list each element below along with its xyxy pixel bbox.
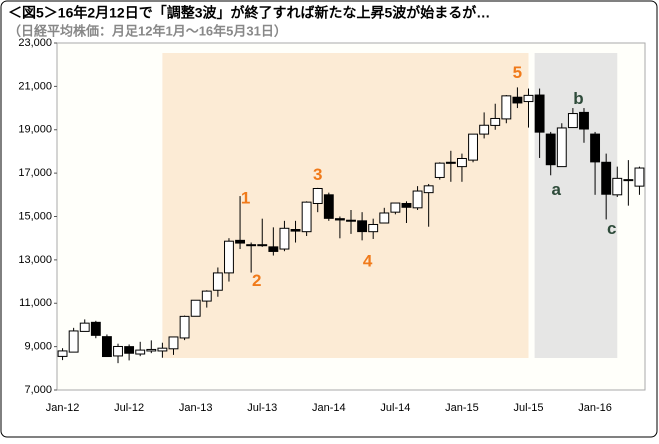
wave-region [534,53,618,358]
candle-body [556,127,567,168]
candle-body [190,299,201,317]
x-tick-label: Jul-15 [514,402,544,414]
y-tick-label: 21,000 [18,80,52,92]
candle-body [423,185,434,194]
y-tick-label: 23,000 [18,37,52,49]
candle-body [146,348,157,352]
y-tick-label: 9,000 [24,341,52,353]
candle-body [124,346,135,354]
x-tick-label: Jan-13 [179,402,213,414]
wave-label: c [607,219,616,238]
candle-body [79,322,90,332]
x-tick-label: Jan-16 [578,402,612,414]
candle-body [290,229,301,232]
candle-body [68,330,79,353]
candle-body [601,161,612,195]
candle-body [268,246,279,252]
y-tick-label: 19,000 [18,124,52,136]
candle-body [212,272,223,291]
candle-body [334,218,345,221]
candle-body [379,212,390,224]
x-tick-label: Jul-12 [114,402,144,414]
candle-body [412,190,423,209]
wave-label: 2 [252,271,261,290]
y-tick-label: 15,000 [18,210,52,222]
chart-title: ＜図5＞16年2月12日で「調整3波」が終了すれば新たな上昇5波が始まるが… [8,5,490,21]
candle-body [445,161,456,164]
candle-body [346,219,356,222]
candle-body [401,202,412,208]
candle-body [357,220,368,233]
x-tick-label: Jul-14 [380,402,410,414]
candle-body [312,188,323,204]
candle-body [567,113,578,129]
wave-label: 3 [313,165,322,184]
candle-body [523,94,534,103]
candle-body [545,133,556,166]
candle-body [301,201,312,233]
candle-body [201,290,212,302]
wave-label: 4 [363,252,373,271]
x-tick-label: Jul-13 [247,402,277,414]
y-tick-label: 17,000 [18,167,52,179]
candle-body [634,167,645,187]
candle-body [457,158,467,168]
wave-label: 1 [241,189,250,208]
candle-body [579,111,589,130]
candle-body [135,349,146,355]
candle-body [623,179,634,182]
candle-body [468,133,478,161]
candle-body [512,96,523,104]
x-tick-label: Jan-15 [445,402,479,414]
candle-body [590,133,601,163]
wave-label: a [552,180,562,199]
candle-body [224,240,234,274]
candle-body [90,321,101,336]
candle-body [168,336,179,350]
candle-body [57,350,68,357]
candle-body [501,95,512,120]
y-tick-label: 13,000 [18,254,52,266]
candle-body [434,162,445,178]
y-tick-label: 11,000 [19,297,52,309]
candle-body [490,117,501,126]
candle-body [257,244,268,247]
candle-body [479,124,490,135]
candle-body [390,202,401,213]
x-tick-label: Jan-14 [312,402,346,414]
candle-body [113,345,123,357]
y-tick-label: 7,000 [24,384,52,396]
candle-body [235,239,245,244]
wave-region [162,53,529,358]
chart-subtitle: （日経平均株価：月足12年1月～16年5月31日） [8,23,287,38]
candle-body [101,336,112,358]
wave-label: b [573,89,583,108]
candle-body [612,177,623,196]
candle-body [534,94,545,133]
candle-body [179,315,190,339]
candle-body [323,194,334,219]
candle-body [279,227,290,250]
x-tick-label: Jan-12 [46,402,80,414]
wave-label: 5 [513,63,522,82]
candle-body [368,223,379,233]
candle-body [246,244,257,247]
candle-body [157,347,168,352]
